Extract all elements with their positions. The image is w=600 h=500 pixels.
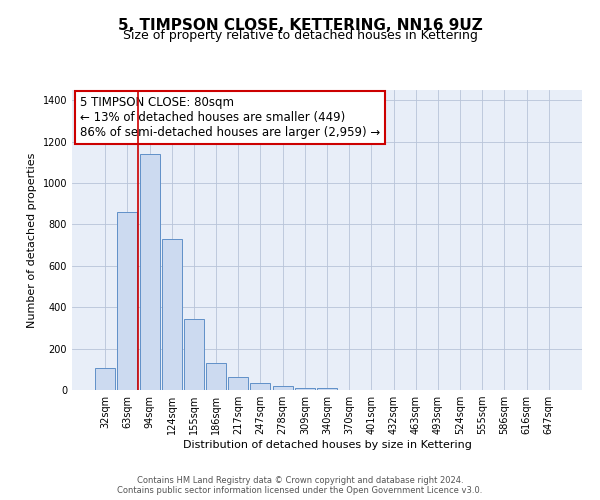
Text: Contains public sector information licensed under the Open Government Licence v3: Contains public sector information licen… [118,486,482,495]
Bar [250,384,271,390]
Text: 5, TIMPSON CLOSE, KETTERING, NN16 9UZ: 5, TIMPSON CLOSE, KETTERING, NN16 9UZ [118,18,482,32]
Y-axis label: Number of detached properties: Number of detached properties [27,152,37,328]
Bar [95,368,115,390]
Text: 5 TIMPSON CLOSE: 80sqm
← 13% of detached houses are smaller (449)
86% of semi-de: 5 TIMPSON CLOSE: 80sqm ← 13% of detached… [80,96,380,139]
Bar [272,386,293,390]
Bar [140,154,160,390]
Bar [295,388,315,390]
Text: Contains HM Land Registry data © Crown copyright and database right 2024.: Contains HM Land Registry data © Crown c… [137,476,463,485]
Bar [184,318,204,390]
Bar [118,212,137,390]
Text: Size of property relative to detached houses in Kettering: Size of property relative to detached ho… [122,29,478,42]
Bar [162,239,182,390]
Bar [317,388,337,390]
X-axis label: Distribution of detached houses by size in Kettering: Distribution of detached houses by size … [182,440,472,450]
Bar [206,363,226,390]
Bar [228,377,248,390]
